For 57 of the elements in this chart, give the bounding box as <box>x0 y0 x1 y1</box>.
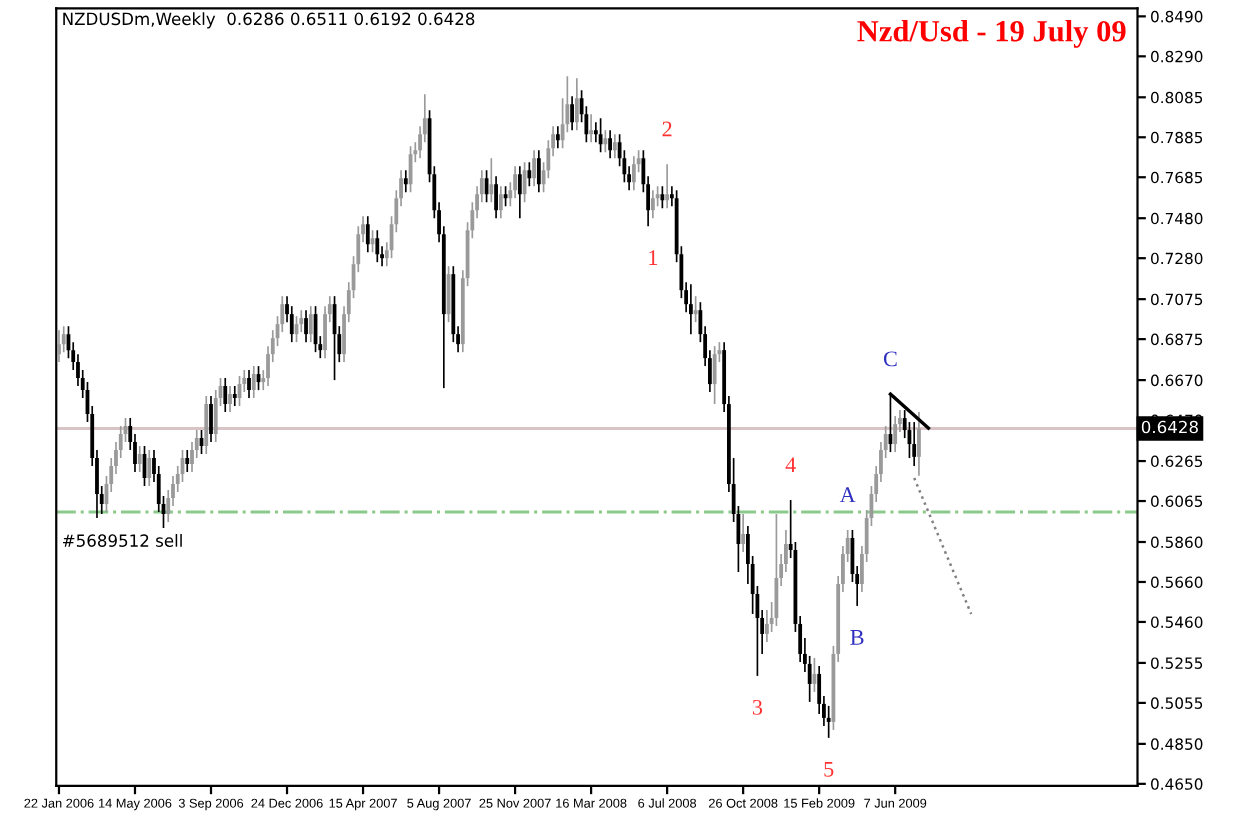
ref-line-label: 0.6428 <box>1141 420 1198 434</box>
candlestick <box>251 365 256 399</box>
candlestick <box>612 133 617 160</box>
candlestick <box>304 309 308 343</box>
candlestick <box>660 185 665 210</box>
annotation: 3 <box>752 699 763 715</box>
candlestick <box>917 411 921 477</box>
candlestick <box>608 129 613 160</box>
candlestick <box>494 175 498 220</box>
candlestick <box>603 129 608 154</box>
candlestick <box>209 395 213 443</box>
chart-title: Nzd/Usd - 19 July 09 <box>857 20 1126 48</box>
candlestick <box>712 345 717 405</box>
chart-subtitle: NZDUSDm,Weekly 0.6286 0.6511 0.6192 0.6428 <box>63 12 475 29</box>
candlestick <box>375 229 380 264</box>
candlestick <box>489 157 494 204</box>
candlestick <box>513 165 517 200</box>
candlestick <box>403 169 408 194</box>
candlestick <box>185 449 190 473</box>
candlestick <box>688 283 693 335</box>
candlestick <box>517 165 522 220</box>
candlestick <box>204 395 209 455</box>
candlestick <box>527 161 532 188</box>
candlestick <box>593 121 598 144</box>
annotation: 5 <box>824 762 834 777</box>
candlestick <box>228 385 232 413</box>
candlestick <box>147 449 152 487</box>
candlestick <box>631 155 636 192</box>
candlestick <box>223 377 228 413</box>
annotation: C <box>883 351 897 367</box>
annotation: 1 <box>649 250 658 265</box>
candlestick <box>665 163 670 210</box>
annotation: 4 <box>785 457 796 473</box>
annotation: B <box>850 630 864 645</box>
candlestick <box>532 149 536 188</box>
candlestick <box>570 95 574 132</box>
candlestick <box>308 305 313 343</box>
candlestick <box>650 189 655 220</box>
candlestick <box>137 445 142 473</box>
annotation: A <box>839 487 856 503</box>
candlestick <box>574 77 579 132</box>
candlestick <box>57 329 61 363</box>
candlestick <box>598 117 603 154</box>
ref-line-label: #5689512 sell <box>62 534 182 547</box>
candlestick <box>247 369 251 399</box>
candlestick <box>741 513 746 553</box>
candlestick <box>912 421 917 467</box>
annotation: 2 <box>662 121 672 137</box>
candlestick <box>365 215 370 254</box>
candlestick <box>536 149 541 194</box>
candlestick <box>498 185 503 220</box>
candlestick <box>589 113 594 144</box>
candlestick <box>893 415 898 453</box>
candlestick <box>765 609 769 643</box>
candlestick <box>232 385 237 407</box>
candlestick <box>555 125 560 150</box>
candlestick <box>693 295 698 323</box>
